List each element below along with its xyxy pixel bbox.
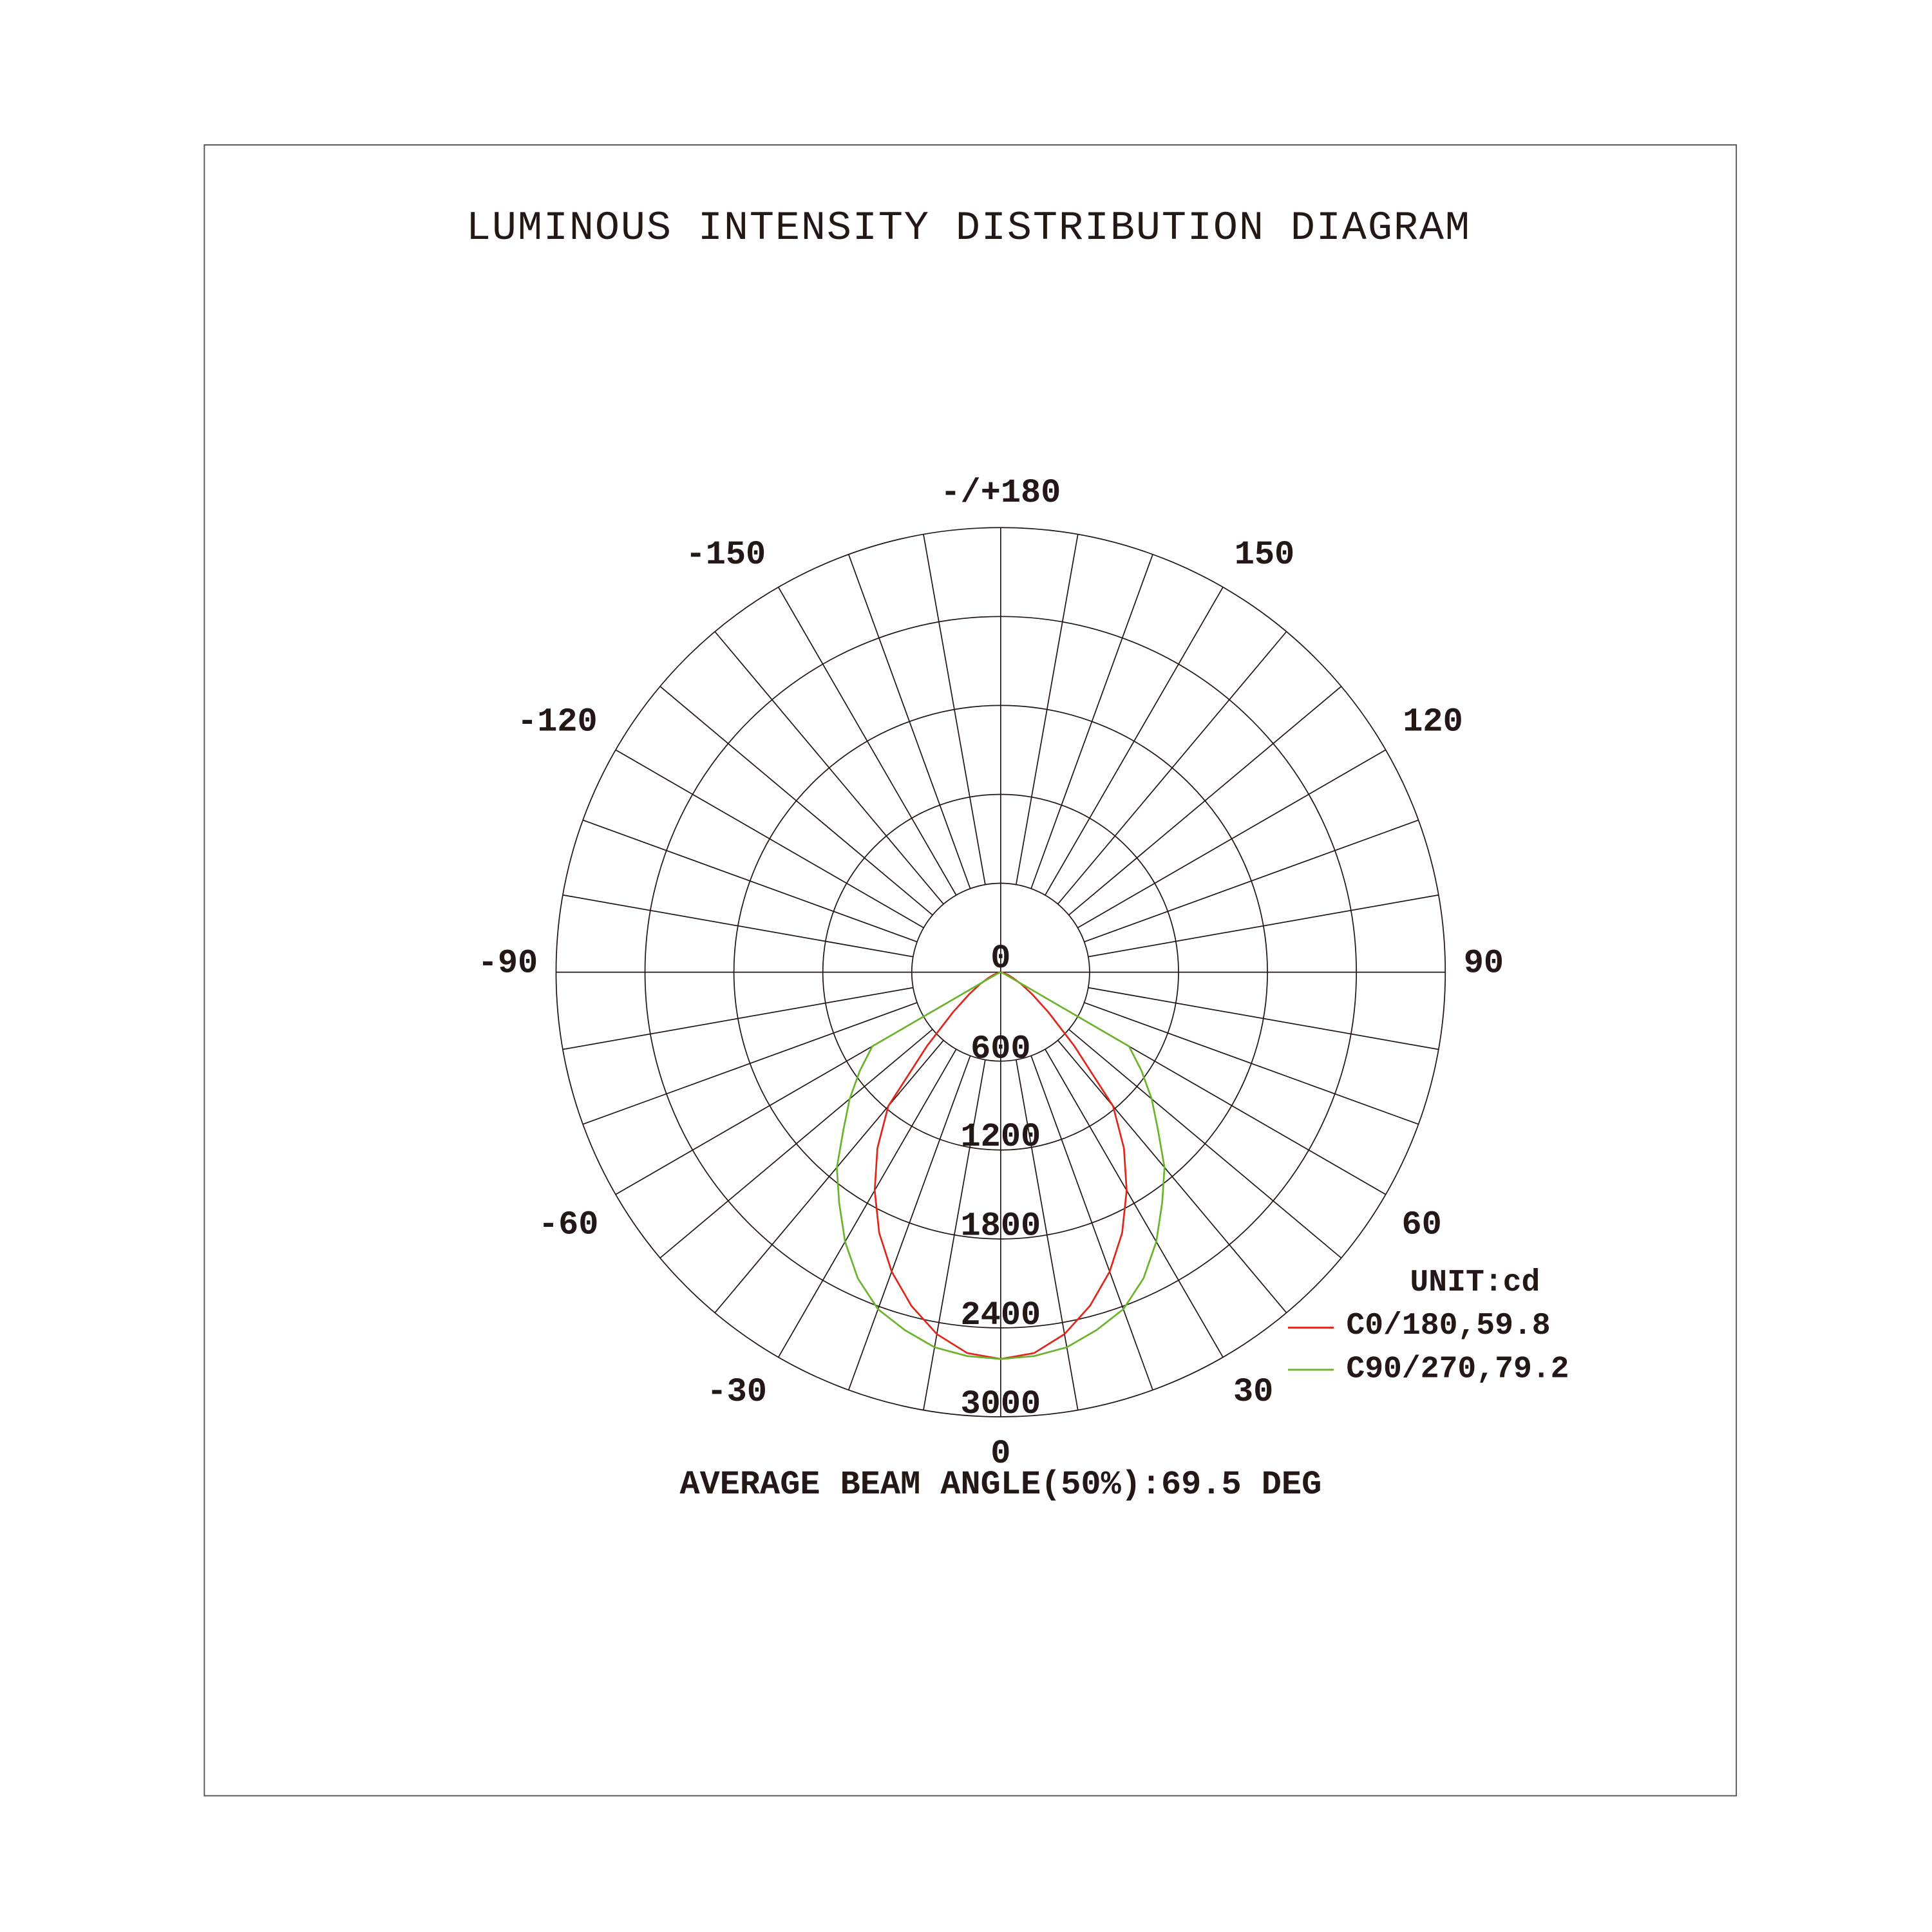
angle-label-m60: -60 [538,1206,598,1244]
grid-spoke [1084,819,1419,943]
grid-spoke [1015,1059,1079,1410]
radial-tick-labels: 0 600 1200 1800 2400 3000 [961,940,1041,1423]
grid-spoke [923,534,986,885]
angle-label-m30: -30 [707,1373,767,1411]
grid-spoke [1057,1039,1287,1314]
grid-spoke [1045,587,1224,896]
grid-spoke [615,749,924,929]
grid-spoke [659,1028,933,1259]
radial-tick-3000: 3000 [961,1385,1041,1423]
grid-spoke [1077,749,1387,929]
angle-labels: -/+180 -150 150 -120 120 -90 90 -60 60 -… [478,474,1504,1473]
grid-spoke [1084,1002,1419,1125]
grid-spoke [714,1039,944,1314]
angle-label-m120: -120 [517,703,598,741]
grid-spoke [1045,1048,1224,1358]
radial-tick-600: 600 [971,1030,1030,1068]
grid-spoke [1057,631,1287,905]
grid-spoke [777,587,957,896]
angle-label-180: -/+180 [940,474,1061,512]
grid-spoke [659,686,933,916]
grid-spoke [777,1048,957,1358]
radial-tick-1200: 1200 [961,1118,1041,1156]
polar-grid [555,527,1446,1417]
radial-tick-2400: 2400 [961,1296,1041,1334]
angle-label-150: 150 [1235,536,1294,574]
unit-label: UNIT:cd [1410,1265,1540,1300]
grid-spoke [1030,1056,1153,1390]
grid-spoke [1068,686,1342,916]
chart-title: LUMINOUS INTENSITY DISTRIBUTION DIAGRAM [466,205,1471,252]
beam-angle-footer: AVERAGE BEAM ANGLE(50%):69.5 DEG [679,1466,1321,1504]
grid-spoke [562,987,914,1050]
grid-spoke [848,1056,971,1390]
angle-label-90: 90 [1464,945,1504,983]
radial-tick-0: 0 [990,940,1010,978]
angle-label-m150: -150 [686,536,766,574]
grid-spoke [1015,534,1079,885]
angle-label-0: 0 [990,1435,1010,1473]
angle-label-120: 120 [1403,703,1463,741]
series-curve-1 [836,971,1166,1360]
chart-frame [204,144,1738,1797]
angle-label-30: 30 [1233,1373,1273,1411]
grid-spoke [1088,987,1439,1050]
grid-spoke [714,631,944,905]
curves [836,971,1166,1360]
grid-spoke [923,1059,986,1410]
grid-spoke [1030,554,1153,889]
grid-spoke [582,1002,918,1125]
legend: UNIT:cd C0/180,59.8 C90/270,79.2 [1288,1265,1569,1387]
angle-label-m90: -90 [478,945,538,983]
radial-tick-1800: 1800 [961,1207,1041,1245]
grid-spoke [562,894,914,958]
angle-label-60: 60 [1402,1206,1442,1244]
grid-spoke [848,554,971,889]
legend-label-c90: C90/270,79.2 [1346,1352,1569,1387]
grid-spoke [1088,894,1439,958]
legend-label-c0: C0/180,59.8 [1346,1309,1550,1343]
grid-spoke [1068,1028,1342,1259]
grid-spoke [582,819,918,943]
